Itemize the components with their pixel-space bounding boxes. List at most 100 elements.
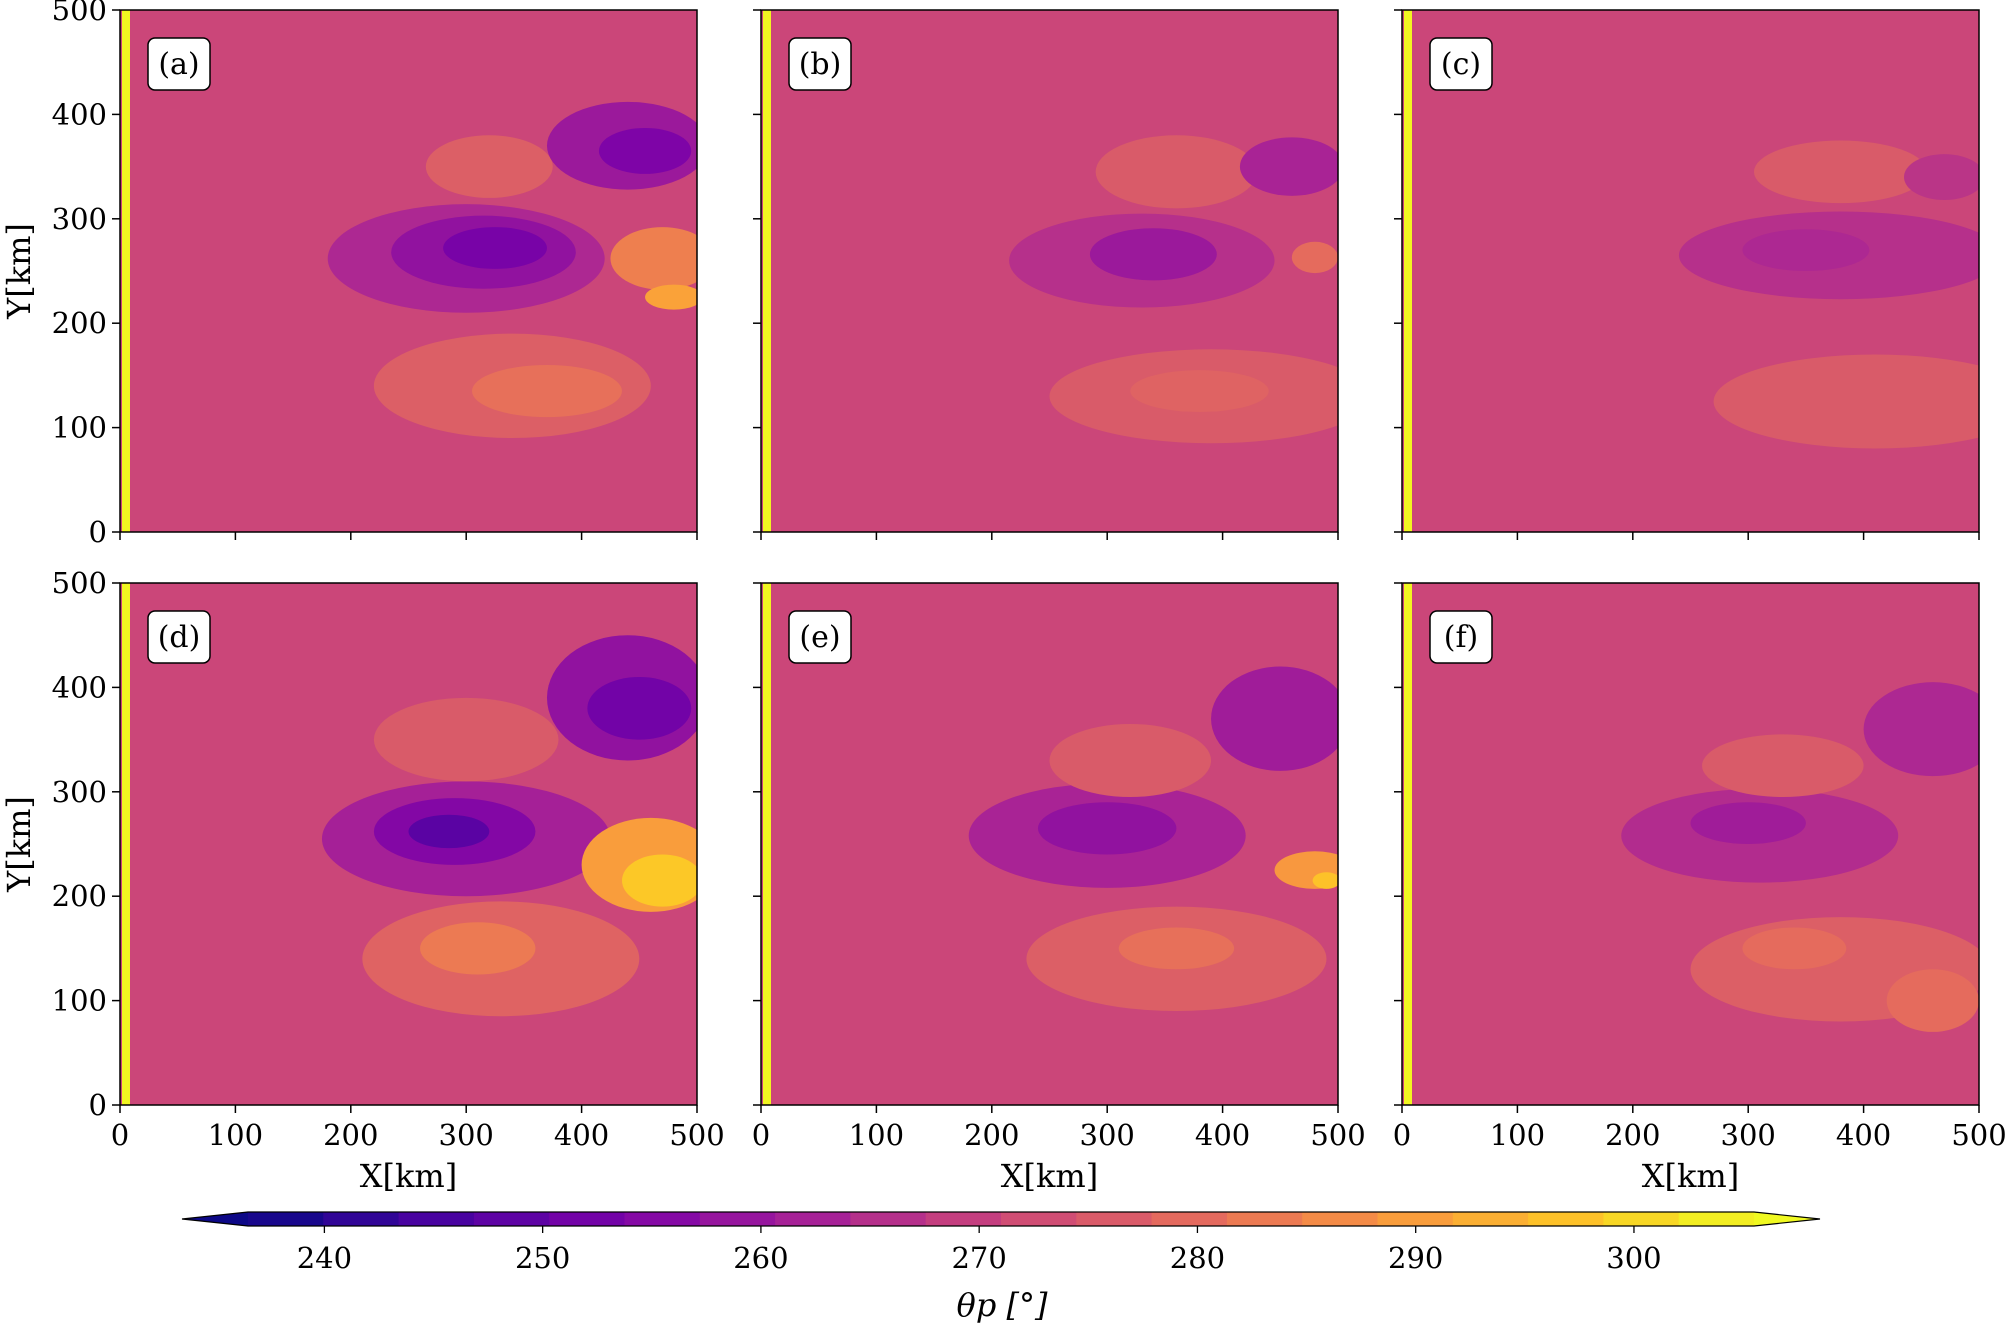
contour-region [1713, 354, 1979, 449]
colorbar-segment [323, 1212, 400, 1226]
panel-label: (c) [1441, 47, 1481, 82]
contour-region [1095, 135, 1258, 209]
contour-region [443, 227, 547, 269]
y-tick-label: 0 [89, 515, 107, 549]
colorbar-segment [1076, 1212, 1153, 1226]
colorbar-segment [1452, 1212, 1529, 1226]
contour-region [1863, 682, 1979, 777]
contour-region [1049, 723, 1212, 798]
colorbar-segment [549, 1212, 625, 1226]
panels: 0 100 200 300 400 500 Y[km] (a) (b) (c) 0 100 200 300… [0, 0, 2006, 1195]
y-tick-label: 300 [52, 775, 107, 809]
contour-region [420, 922, 536, 975]
panel-label-box [147, 610, 211, 664]
colorbar-segment [925, 1212, 1002, 1226]
x-tick-label: 200 [964, 1118, 1019, 1152]
boundary-strip [122, 583, 130, 1105]
contour-region [471, 364, 622, 418]
colorbar-tick-label: 280 [1170, 1241, 1225, 1275]
axes-frame [1401, 9, 1980, 533]
panel-d: 0 100 200 300 400 500 0 100 200 300 400 500 X[km] Y[k… [0, 566, 725, 1195]
axes-frame [119, 9, 698, 533]
plot-area [120, 10, 697, 532]
boundary-strip [1404, 583, 1412, 1105]
y-tick-label: 500 [52, 0, 107, 27]
contour-region [598, 127, 692, 174]
contour-region [587, 676, 692, 740]
colorbar-segment [1528, 1212, 1604, 1226]
axes-frame [760, 9, 1339, 533]
x-tick-label: 300 [1080, 1118, 1135, 1152]
x-tick-label: 500 [669, 1118, 724, 1152]
contour-region [1742, 927, 1847, 970]
contour-region [425, 135, 553, 198]
x-tick-label: 300 [439, 1118, 494, 1152]
plot-area [120, 583, 697, 1105]
panel-label: (d) [158, 620, 201, 655]
x-axis-label: X[km] [1642, 1157, 1739, 1195]
panel-e: 0 100 200 300 400 500 X[km] (e) [752, 582, 1366, 1195]
contour-region [1904, 154, 1979, 201]
contour-region [1702, 734, 1864, 798]
plot-area [761, 10, 1338, 532]
x-tick-label: 300 [1721, 1118, 1776, 1152]
y-tick-label: 100 [52, 984, 107, 1018]
colorbar-segment [624, 1212, 701, 1226]
x-tick-label: 100 [1490, 1118, 1545, 1152]
x-tick-label: 500 [1951, 1118, 2006, 1152]
colorbar-tick-label: 290 [1388, 1241, 1443, 1275]
contour-region [622, 854, 697, 907]
y-tick-label: 500 [52, 566, 107, 600]
colorbar-segment [699, 1212, 776, 1226]
contour-region [1753, 140, 1928, 204]
contour-region [1118, 927, 1235, 970]
x-axis-label: X[km] [360, 1157, 457, 1195]
contour-region [1130, 370, 1269, 412]
contour-region [645, 284, 697, 310]
x-tick-label: 0 [1393, 1118, 1411, 1152]
boundary-strip [1404, 10, 1412, 532]
colorbar-segment [1302, 1212, 1378, 1226]
plot-area [1402, 10, 1979, 532]
contour-region [1089, 228, 1217, 281]
contour-region [1690, 802, 1806, 844]
panel-label-box [147, 37, 211, 91]
x-tick-label: 100 [849, 1118, 904, 1152]
panel-label: (e) [799, 620, 840, 655]
x-tick-label: 0 [111, 1118, 129, 1152]
panel-label-box [788, 610, 852, 664]
contour-region [408, 814, 490, 849]
plot-area [761, 583, 1338, 1105]
colorbar-segment [1151, 1212, 1228, 1226]
colorbar-segment [775, 1212, 851, 1226]
panel-label-box [788, 37, 852, 91]
y-tick-label: 100 [52, 411, 107, 445]
contour-region [373, 697, 559, 782]
panel-label: (f) [1444, 620, 1479, 655]
x-axis-label: X[km] [1001, 1157, 1098, 1195]
colorbar-outline [181, 1211, 1821, 1227]
contour-region [1211, 666, 1338, 771]
contour-region [610, 227, 697, 290]
x-tick-label: 0 [752, 1118, 770, 1152]
contour-region [1239, 137, 1338, 196]
axes-frame [1401, 582, 1980, 1106]
x-tick-label: 200 [1605, 1118, 1660, 1152]
y-tick-label: 200 [52, 879, 107, 913]
panel-label: (a) [158, 47, 199, 82]
x-tick-label: 100 [208, 1118, 263, 1152]
colorbar-label: θp [°] [957, 1286, 1048, 1324]
panel-f: 0 100 200 300 400 500 X[km] (f) [1393, 582, 2006, 1195]
contour-region [1291, 241, 1338, 274]
y-axis-label: Y[km] [0, 223, 38, 320]
colorbar-segment [850, 1212, 927, 1226]
colorbar-segment [1226, 1212, 1303, 1226]
panel-label: (b) [799, 47, 842, 82]
colorbar: 240 250 260 270 280 290 300 θp [°] [181, 1211, 1821, 1324]
contour-region [1037, 802, 1177, 855]
colorbar-extend-low [182, 1212, 248, 1226]
x-tick-label: 400 [554, 1118, 609, 1152]
colorbar-tick-label: 300 [1606, 1241, 1661, 1275]
x-tick-label: 400 [1195, 1118, 1250, 1152]
colorbar-extend-high [1754, 1212, 1820, 1226]
